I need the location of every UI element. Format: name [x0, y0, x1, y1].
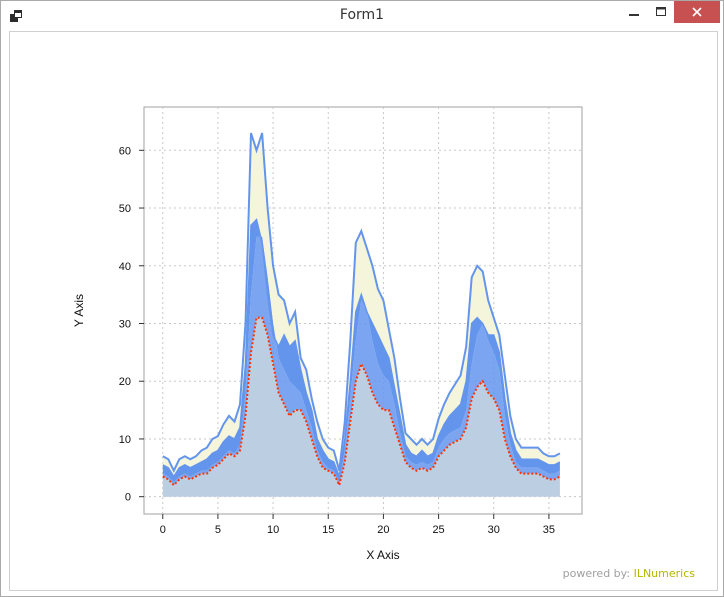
y-tick-label: 20 — [119, 376, 131, 388]
minimize-icon — [629, 14, 639, 16]
x-tick-label: 10 — [267, 524, 279, 536]
x-axis-label: X Axis — [366, 548, 399, 562]
y-tick-label: 10 — [119, 434, 131, 446]
x-tick-label: 20 — [377, 524, 389, 536]
x-tick-label: 15 — [322, 524, 334, 536]
y-axis-label: Y Axis — [72, 294, 86, 327]
x-tick-label: 0 — [160, 524, 166, 536]
close-icon — [692, 7, 702, 17]
x-tick-label: 5 — [215, 524, 221, 536]
brand-name[interactable]: ILNumerics — [633, 567, 695, 580]
close-button[interactable] — [674, 1, 720, 23]
maximize-icon — [656, 7, 666, 16]
area-chart[interactable]: 0 5 10 15 20 25 30 35 0 10 20 30 40 50 60 X Axis Y Axis — [10, 32, 717, 590]
x-tick-label: 35 — [543, 524, 555, 536]
series-3-area — [162, 219, 560, 483]
series-1-line — [162, 316, 561, 489]
y-tick-label: 50 — [119, 203, 131, 215]
maximize-button[interactable] — [648, 1, 674, 23]
series-4-line — [162, 132, 561, 474]
powered-by-label: powered by: ILNumerics — [563, 567, 695, 580]
powered-by-text: powered by: — [562, 567, 631, 580]
y-tick-label: 0 — [125, 492, 131, 504]
series-3-line — [162, 218, 561, 480]
y-tick-label: 40 — [119, 261, 131, 273]
y-tick-label: 60 — [119, 145, 131, 157]
x-tick-label: 30 — [488, 524, 500, 536]
title-bar[interactable]: Form1 — [1, 1, 723, 31]
app-icon — [10, 10, 22, 22]
series-2-area — [162, 236, 560, 486]
minimize-button[interactable] — [621, 1, 647, 23]
window-title: Form1 — [339, 7, 385, 23]
series-1-area — [162, 317, 560, 497]
client-area: 0 5 10 15 20 25 30 35 0 10 20 30 40 50 60 X Axis Y Axis … — [9, 31, 718, 591]
y-tick-label: 30 — [119, 318, 131, 330]
series-4-area — [162, 133, 560, 477]
x-tick-label: 25 — [432, 524, 444, 536]
